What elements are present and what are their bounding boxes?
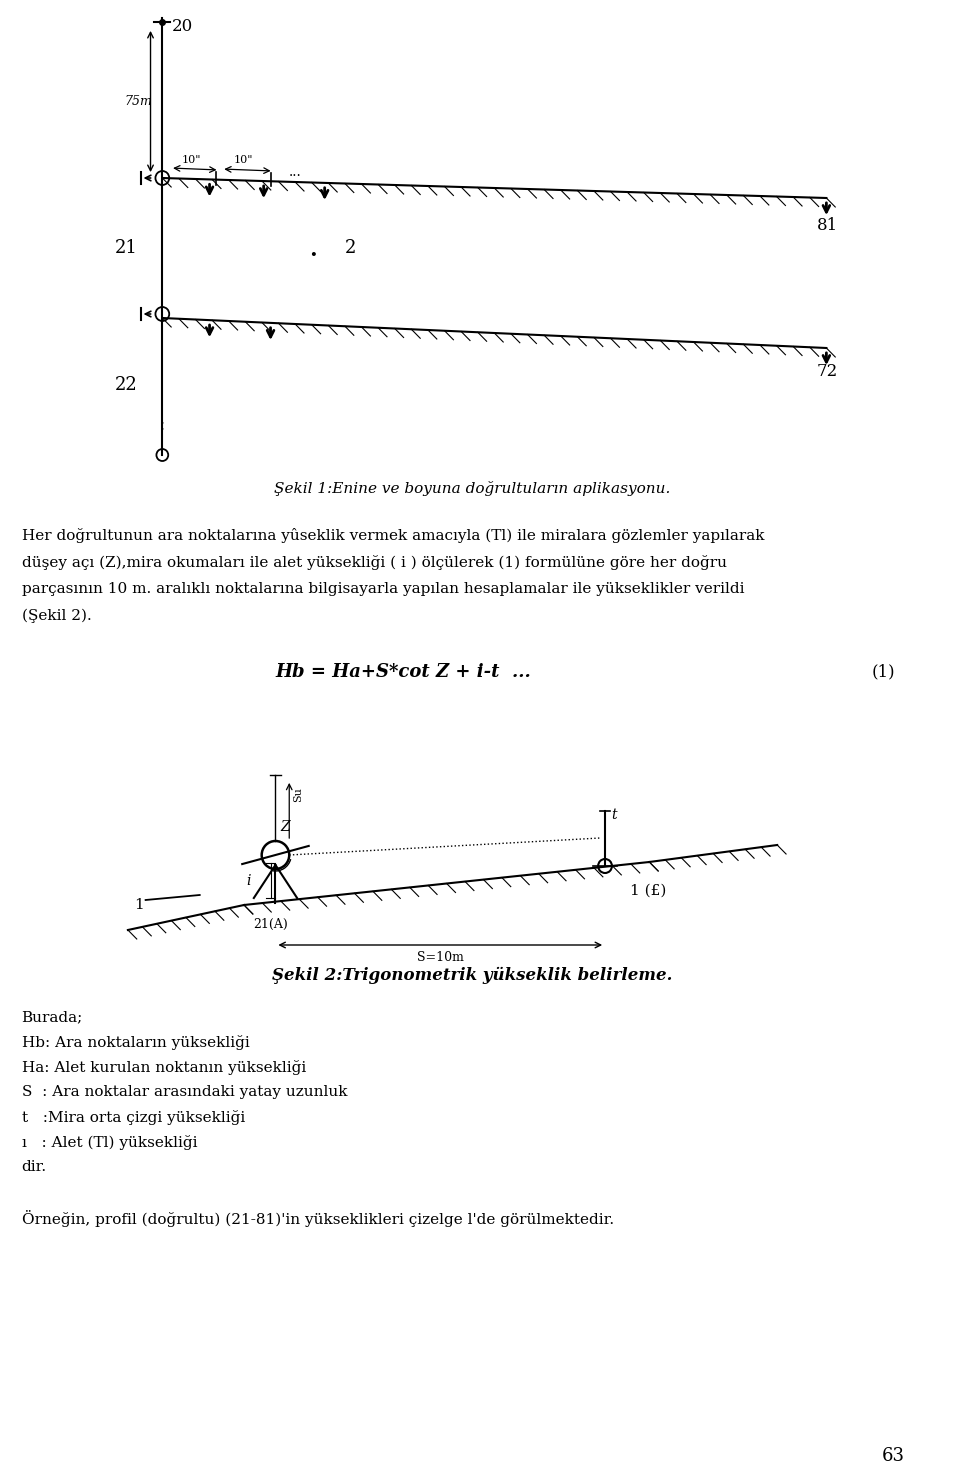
Text: Şekil 1:Enine ve boyuna doğrultuların aplikasyonu.: Şekil 1:Enine ve boyuna doğrultuların ap…	[274, 480, 670, 495]
Text: 1: 1	[133, 898, 144, 911]
Text: 10": 10"	[233, 156, 252, 165]
Text: Burada;: Burada;	[22, 1011, 83, 1024]
Text: 75m: 75m	[125, 95, 153, 108]
Text: :: :	[159, 416, 166, 434]
Text: t   :Mira orta çizgi yüksekliği: t :Mira orta çizgi yüksekliği	[22, 1110, 245, 1125]
Text: 10": 10"	[182, 156, 202, 165]
Text: 63: 63	[882, 1446, 905, 1466]
Text: düşey açı (Z),mira okumaları ile alet yüksekliği ( i ) ölçülerek (1) formülüne g: düşey açı (Z),mira okumaları ile alet yü…	[22, 554, 727, 571]
Text: parçasının 10 m. aralıklı noktalarına bilgisayarla yapılan hesaplamalar ile yüks: parçasının 10 m. aralıklı noktalarına bi…	[22, 582, 744, 596]
Text: S  : Ara noktalar arasındaki yatay uzunluk: S : Ara noktalar arasındaki yatay uzunlu…	[22, 1085, 348, 1100]
Text: (Şekil 2).: (Şekil 2).	[22, 609, 91, 624]
Text: ...: ...	[288, 165, 301, 179]
Text: t: t	[611, 808, 616, 823]
Text: 21: 21	[115, 239, 138, 256]
Text: .: .	[308, 233, 318, 264]
Text: Her doğrultunun ara noktalarına yûseklik vermek amacıyla (Tl) ile miralara gözle: Her doğrultunun ara noktalarına yûseklik…	[22, 528, 764, 542]
Text: Şekil 2:Trigonometrik yükseklik belirleme.: Şekil 2:Trigonometrik yükseklik belirlem…	[272, 966, 672, 984]
Text: 20: 20	[172, 18, 193, 36]
Text: 81: 81	[817, 216, 838, 234]
Text: Örneğin, profil (doğrultu) (21-81)'in yükseklikleri çizelge l'de görülmektedir.: Örneğin, profil (doğrultu) (21-81)'in yü…	[22, 1209, 613, 1227]
Text: 72: 72	[817, 363, 838, 381]
Text: dir.: dir.	[22, 1160, 47, 1174]
Text: ı   : Alet (Tl) yüksekliği: ı : Alet (Tl) yüksekliği	[22, 1135, 197, 1150]
Text: S=10m: S=10m	[417, 951, 464, 963]
Text: Hb = Ha+S*cot Z + i-t  ...: Hb = Ha+S*cot Z + i-t ...	[276, 662, 531, 682]
Text: i: i	[246, 874, 251, 888]
Text: 21(A): 21(A)	[253, 917, 288, 931]
Text: Ha: Alet kurulan noktanın yüksekliği: Ha: Alet kurulan noktanın yüksekliği	[22, 1060, 306, 1074]
Text: 2: 2	[345, 239, 356, 256]
Text: Hb: Ara noktaların yüksekliği: Hb: Ara noktaların yüksekliği	[22, 1034, 250, 1051]
Text: Z: Z	[280, 820, 290, 834]
Text: 1 (£): 1 (£)	[630, 883, 666, 898]
Text: 22: 22	[115, 376, 138, 394]
Text: (1): (1)	[872, 664, 896, 680]
Text: Su: Su	[293, 787, 303, 802]
